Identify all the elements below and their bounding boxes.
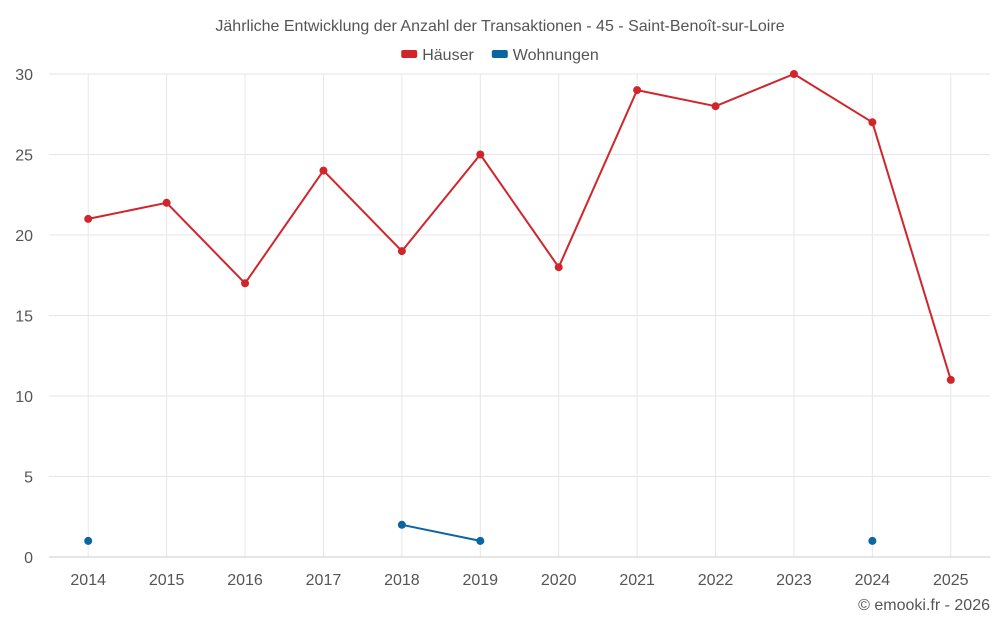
series-line-segment xyxy=(714,73,795,108)
data-point xyxy=(476,536,485,545)
y-tick-label: 0 xyxy=(24,550,33,567)
y-axis-ticks: 0 5 10 15 20 25 30 xyxy=(15,67,33,567)
series-line-segment xyxy=(557,89,639,269)
data-point xyxy=(868,118,877,127)
x-tick-label: 2015 xyxy=(149,572,185,589)
legend-item: Häuser xyxy=(401,47,474,64)
data-point xyxy=(397,520,406,529)
series-layer xyxy=(84,70,955,545)
y-grid xyxy=(49,73,990,477)
legend-label: Wohnungen xyxy=(513,47,599,64)
y-tick-label: 5 xyxy=(24,470,33,487)
series-line-segment xyxy=(871,121,952,381)
y-tick-label: 15 xyxy=(15,309,33,326)
x-axis-ticks: 2014 2015 2016 2017 2018 2019 2020 2021 2022 2023… xyxy=(70,572,968,589)
x-tick-label: 2018 xyxy=(384,572,420,589)
x-tick-label: 2022 xyxy=(698,572,734,589)
x-tick-label: 2017 xyxy=(306,572,342,589)
series-line-segment xyxy=(165,201,247,285)
series-line-segment xyxy=(244,169,325,285)
data-point xyxy=(868,536,877,545)
x-tick-label: 2025 xyxy=(933,572,969,589)
y-tick-label: 25 xyxy=(15,148,33,165)
series-line-segment xyxy=(322,169,403,253)
data-point xyxy=(319,166,328,175)
series-wohnungen xyxy=(84,520,877,545)
y-tick-label: 10 xyxy=(15,389,33,406)
legend-swatch xyxy=(401,50,418,58)
legend: Häuser Wohnungen xyxy=(401,47,599,64)
data-point xyxy=(711,102,720,111)
data-point xyxy=(162,198,171,207)
series-line-segment xyxy=(792,73,874,124)
legend-label: Häuser xyxy=(422,47,474,64)
data-point xyxy=(84,536,93,545)
x-tick-label: 2023 xyxy=(776,572,812,589)
legend-swatch xyxy=(491,50,508,58)
data-point xyxy=(241,279,250,288)
data-point xyxy=(397,247,406,256)
series-line-segment xyxy=(400,523,482,542)
legend-item: Wohnungen xyxy=(491,47,599,64)
x-tick-label: 2019 xyxy=(462,572,498,589)
x-tick-label: 2021 xyxy=(619,572,655,589)
series-line-segment xyxy=(636,89,717,108)
x-tick-label: 2024 xyxy=(855,572,891,589)
credit-text: © emooki.fr - 2026 xyxy=(858,597,990,614)
data-point xyxy=(633,86,642,95)
chart-title: Jährliche Entwicklung der Anzahl der Tra… xyxy=(215,18,784,35)
data-point xyxy=(946,375,955,384)
series-line-segment xyxy=(479,153,560,269)
x-tick-label: 2020 xyxy=(541,572,577,589)
series-line-segment xyxy=(400,153,482,253)
data-point xyxy=(476,150,485,159)
y-tick-label: 30 xyxy=(15,67,33,84)
y-tick-label: 20 xyxy=(15,228,33,245)
x-tick-label: 2016 xyxy=(227,572,263,589)
data-point xyxy=(84,214,93,223)
data-point xyxy=(789,70,798,78)
data-point xyxy=(554,263,563,272)
series-haeuser xyxy=(84,70,955,384)
series-line-segment xyxy=(87,201,168,220)
x-tick-label: 2014 xyxy=(70,572,106,589)
